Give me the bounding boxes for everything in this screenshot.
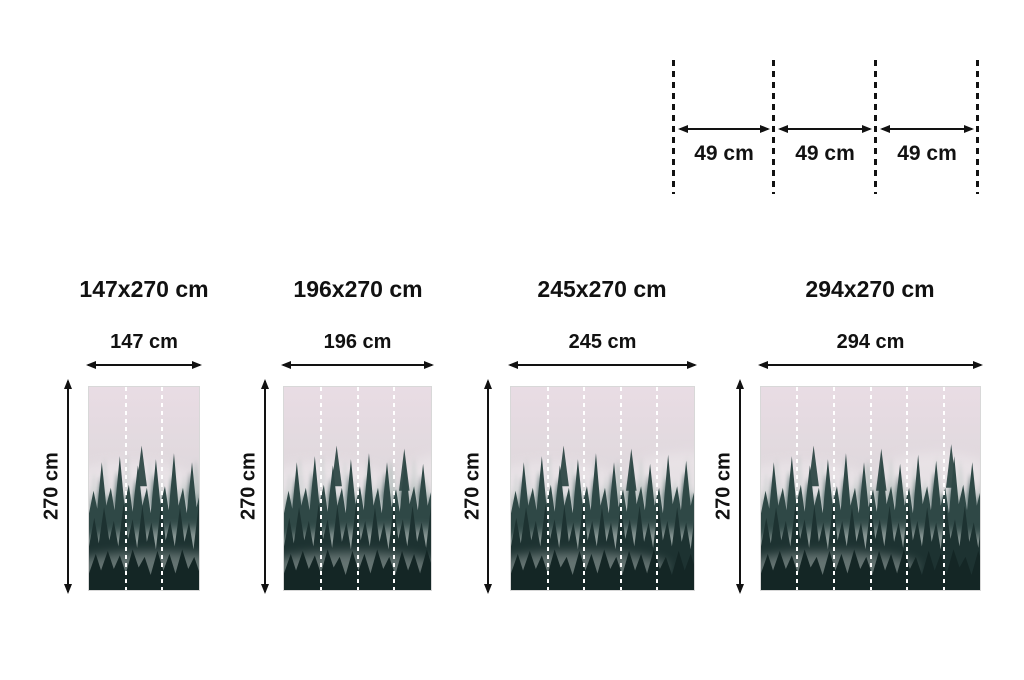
- size-title: 147x270 cm: [79, 276, 209, 302]
- panel-width-label: 49 cm: [694, 142, 754, 165]
- size-title: 294x270 cm: [805, 276, 935, 302]
- forest-photo: [283, 386, 432, 591]
- fold-line: [976, 60, 979, 194]
- height-label: 270 cm: [40, 452, 63, 521]
- panel-width-label: 49 cm: [795, 142, 855, 165]
- size-title: 196x270 cm: [293, 276, 423, 302]
- panel-width-arrow: [880, 125, 974, 133]
- panel-seam-line: [356, 387, 359, 590]
- panel-seam-line: [161, 387, 164, 590]
- height-label: 270 cm: [237, 452, 260, 521]
- panel-width-arrow: [678, 125, 770, 133]
- panel-seam-line: [905, 387, 908, 590]
- panel-seam-line: [942, 387, 945, 590]
- width-arrow: [508, 361, 697, 369]
- panel-seam-line: [796, 387, 799, 590]
- height-label: 270 cm: [712, 452, 735, 521]
- width-arrow: [281, 361, 434, 369]
- panel-seam-line: [124, 387, 127, 590]
- width-arrow: [758, 361, 983, 369]
- height-label: 270 cm: [461, 452, 484, 521]
- forest-photo: [760, 386, 981, 591]
- height-arrow: [64, 379, 72, 594]
- panel-seam-line: [546, 387, 549, 590]
- size-title: 245x270 cm: [537, 276, 667, 302]
- height-arrow: [261, 379, 269, 594]
- width-arrow: [86, 361, 202, 369]
- width-label: 294 cm: [836, 331, 905, 353]
- panel-seam-line: [656, 387, 659, 590]
- forest-photo: [510, 386, 695, 591]
- width-label: 196 cm: [323, 331, 392, 353]
- panel-seam-line: [319, 387, 322, 590]
- height-arrow: [736, 379, 744, 594]
- panel-seam-line: [832, 387, 835, 590]
- width-label: 245 cm: [568, 331, 637, 353]
- fold-line: [672, 60, 675, 194]
- fold-line: [874, 60, 877, 194]
- fold-line: [772, 60, 775, 194]
- width-label: 147 cm: [110, 331, 178, 353]
- panel-width-label: 49 cm: [897, 142, 957, 165]
- forest-photo: [88, 386, 200, 591]
- panel-seam-line: [393, 387, 396, 590]
- panel-seam-line: [583, 387, 586, 590]
- panel-seam-line: [869, 387, 872, 590]
- panel-width-arrow: [778, 125, 872, 133]
- height-arrow: [484, 379, 492, 594]
- panel-seam-line: [619, 387, 622, 590]
